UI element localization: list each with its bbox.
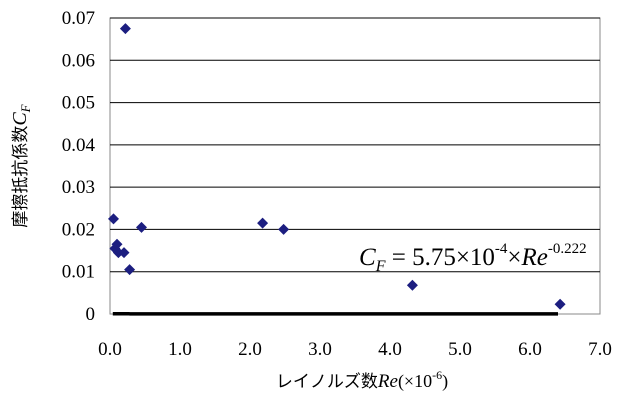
data-point — [119, 23, 131, 35]
y-tick-label: 0.07 — [62, 8, 95, 29]
y-tick-label: 0.01 — [62, 262, 95, 283]
data-point — [112, 247, 124, 259]
x-tick-label: 1.0 — [168, 339, 192, 360]
data-point — [554, 298, 566, 310]
x-tick-label: 7.0 — [588, 339, 612, 360]
data-point — [136, 221, 147, 233]
y-axis-label: 摩擦抵抗係数CF — [9, 103, 33, 227]
y-tick-label: 0.05 — [62, 93, 95, 114]
data-point — [257, 217, 269, 229]
y-tick-label: 0.02 — [62, 219, 95, 240]
y-tick-label: 0 — [86, 304, 96, 325]
x-tick-label: 6.0 — [518, 339, 542, 360]
data-point — [406, 279, 418, 291]
fit-equation: CF = 5.75×10-4×Re-0.222 — [359, 241, 587, 275]
y-axis-ticks: 0 0.01 0.02 0.03 0.04 0.05 0.06 0.07 — [62, 8, 96, 325]
y-tick-label: 0.06 — [62, 50, 95, 71]
data-point — [278, 223, 290, 235]
x-tick-label: 5.0 — [448, 339, 472, 360]
x-axis-ticks: 0.0 1.0 2.0 3.0 4.0 5.0 6.0 7.0 — [98, 339, 612, 360]
data-point — [118, 247, 130, 259]
x-tick-label: 0.0 — [98, 339, 122, 360]
data-point — [108, 213, 119, 225]
data-points — [108, 23, 566, 310]
y-tick-label: 0.04 — [62, 135, 96, 156]
data-point — [124, 264, 136, 276]
x-tick-label: 4.0 — [378, 339, 402, 360]
x-axis-label: レイノルズ数Re(×10-6) — [276, 368, 448, 392]
data-point — [111, 238, 123, 250]
grid-lines — [110, 17, 600, 273]
y-tick-label: 0.03 — [62, 177, 95, 198]
x-tick-label: 3.0 — [308, 339, 332, 360]
x-tick-label: 2.0 — [238, 339, 262, 360]
